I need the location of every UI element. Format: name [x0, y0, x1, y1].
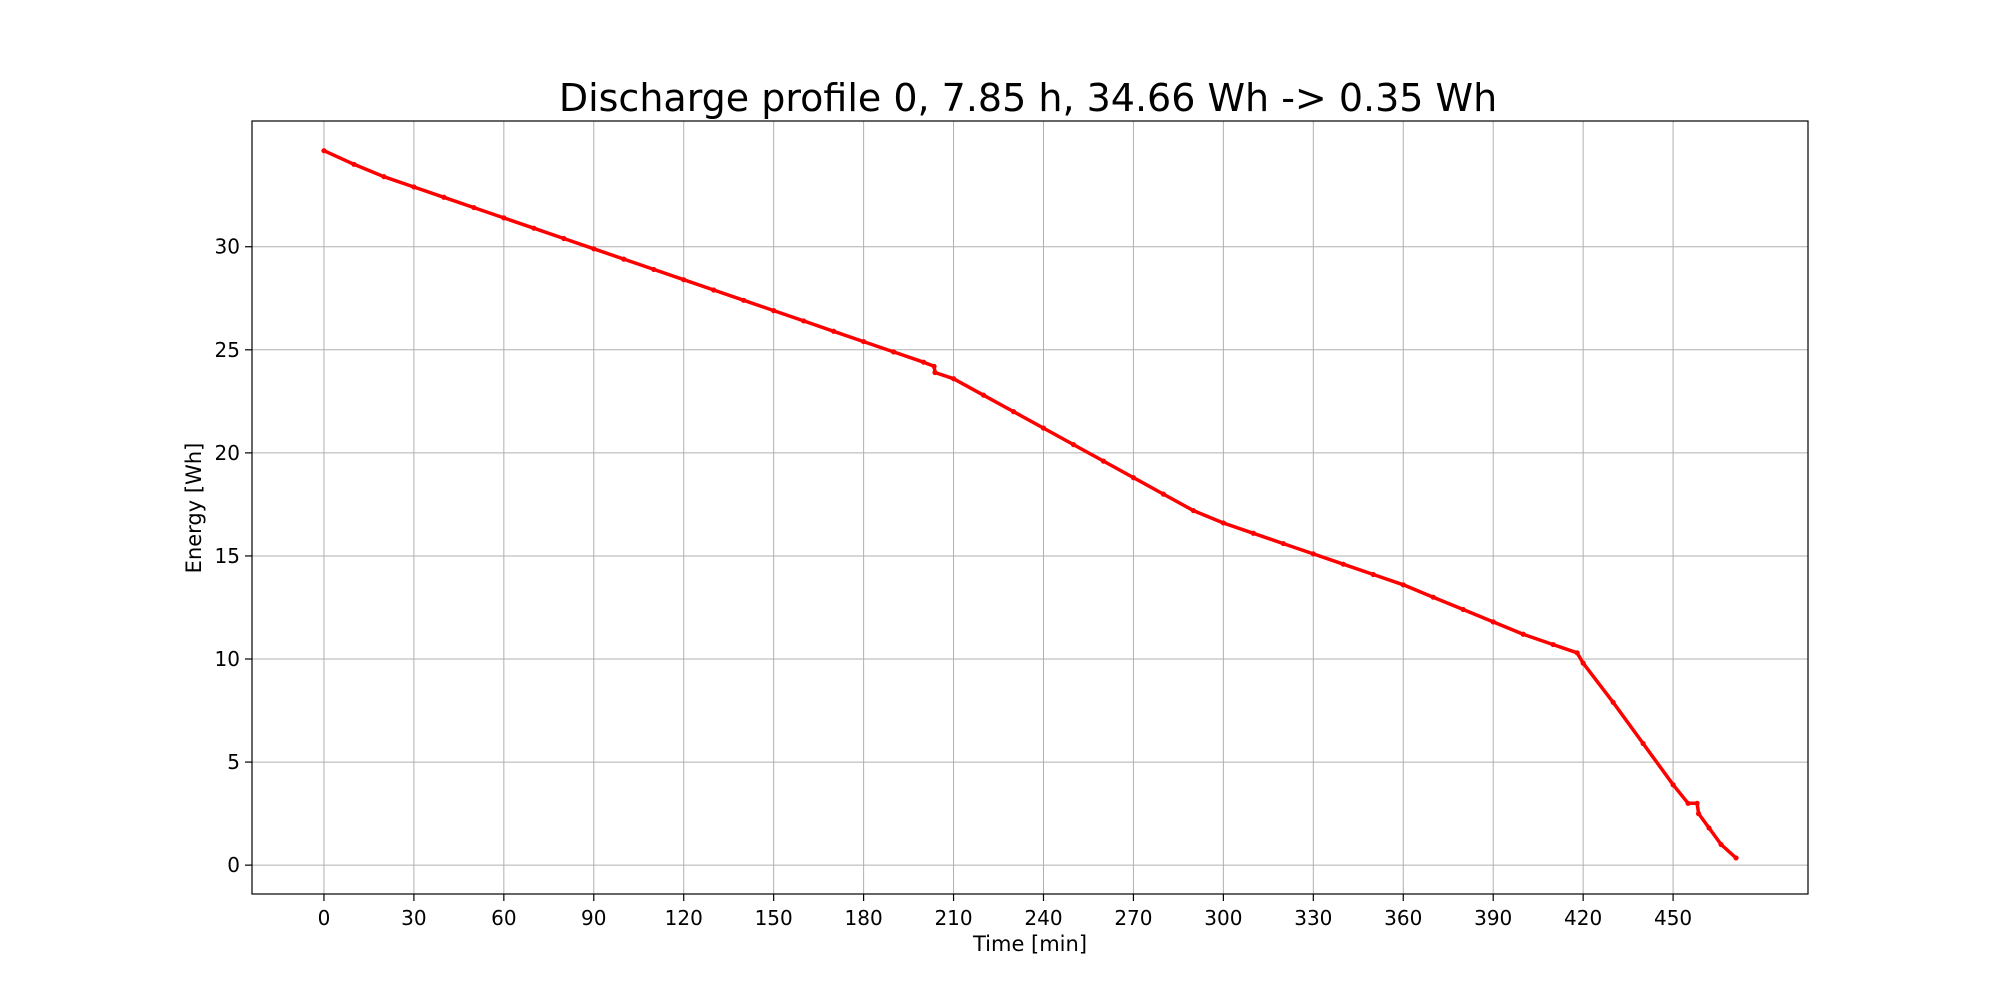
data-point — [411, 184, 417, 190]
data-point — [561, 235, 567, 242]
data-point — [681, 277, 687, 283]
data-point — [501, 215, 507, 221]
x-tick-label: 30 — [401, 906, 426, 930]
data-point — [1160, 491, 1167, 497]
x-tick-label: 300 — [1204, 906, 1242, 930]
data-point — [351, 161, 357, 167]
x-tick-label: 0 — [318, 906, 331, 930]
y-tick-label: 5 — [227, 750, 240, 774]
data-point — [1130, 475, 1137, 481]
y-tick-label: 20 — [215, 441, 240, 465]
data-point — [1580, 660, 1586, 666]
data-point — [1520, 631, 1526, 637]
data-point — [1733, 855, 1739, 861]
data-point — [1685, 800, 1691, 806]
chart-title: Discharge profile 0, 7.85 h, 34.66 Wh ->… — [559, 76, 1497, 120]
x-tick-label: 360 — [1384, 906, 1422, 930]
data-point — [1718, 841, 1724, 848]
data-point — [931, 363, 937, 369]
data-point — [980, 392, 987, 398]
data-point — [711, 287, 717, 293]
data-point — [1574, 650, 1580, 656]
data-point — [651, 266, 657, 273]
x-tick-label: 120 — [665, 906, 703, 930]
x-tick-label: 270 — [1114, 906, 1152, 930]
data-point — [890, 349, 897, 355]
data-point — [1010, 409, 1017, 415]
data-point — [932, 369, 938, 376]
x-tick-label: 180 — [845, 906, 883, 930]
series-line-0 — [322, 148, 1738, 860]
data-point — [1370, 571, 1376, 578]
data-point — [861, 338, 867, 345]
x-tick-label: 450 — [1654, 906, 1692, 930]
x-tick-label: 60 — [491, 906, 516, 930]
x-tick-label: 240 — [1024, 906, 1062, 930]
data-point — [1040, 425, 1047, 431]
data-point — [1220, 520, 1226, 526]
data-point — [321, 148, 327, 154]
data-point — [621, 256, 627, 262]
data-point — [1640, 740, 1646, 747]
data-point — [1070, 442, 1077, 448]
grid-layer — [252, 121, 1808, 894]
x-tick-label: 420 — [1564, 906, 1602, 930]
x-tick-label: 90 — [581, 906, 606, 930]
x-tick-label: 330 — [1294, 906, 1332, 930]
data-point — [1670, 782, 1676, 788]
plot-frame — [251, 120, 1809, 895]
data-point — [441, 194, 447, 200]
data-point — [1310, 551, 1316, 557]
data-point — [1490, 619, 1496, 625]
y-tick-label: 30 — [215, 235, 240, 259]
y-axis-label: Energy [Wh] — [182, 443, 206, 574]
data-point — [531, 225, 537, 231]
data-point — [1190, 507, 1196, 514]
data-point — [920, 359, 927, 365]
y-tick-label: 25 — [215, 338, 240, 362]
data-point — [471, 204, 477, 211]
data-point — [1100, 458, 1107, 464]
x-axis-label: Time [min] — [972, 932, 1087, 956]
y-tick-label: 0 — [227, 853, 240, 877]
data-point — [1400, 582, 1406, 588]
data-point — [1550, 641, 1556, 648]
series-layer — [321, 148, 1739, 861]
x-tick-label: 210 — [934, 906, 972, 930]
data-point — [801, 318, 807, 324]
data-point — [1706, 825, 1712, 831]
data-point — [1694, 800, 1700, 806]
y-tick-label: 10 — [215, 647, 240, 671]
y-tick-label: 15 — [215, 544, 240, 568]
data-point — [950, 376, 957, 382]
tick-layer: 0 30 60 90 120 150 180 210 240 270 300 330 360 390 420… — [215, 235, 1693, 930]
data-point — [741, 297, 747, 303]
data-point — [381, 174, 387, 180]
data-point — [1280, 540, 1286, 547]
data-point — [1250, 530, 1256, 536]
data-point — [1460, 606, 1466, 613]
data-point — [1430, 594, 1436, 600]
data-point — [1695, 811, 1702, 817]
data-point — [771, 308, 777, 314]
x-tick-label: 150 — [755, 906, 793, 930]
data-point — [1610, 699, 1616, 705]
data-point — [1340, 561, 1346, 567]
data-point — [831, 328, 837, 334]
data-point — [591, 246, 597, 252]
x-tick-label: 390 — [1474, 906, 1512, 930]
